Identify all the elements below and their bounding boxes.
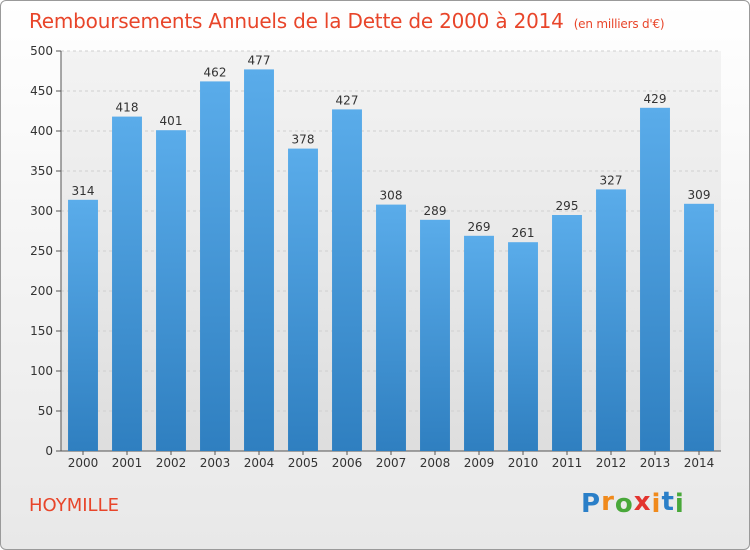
bar [464, 235, 494, 451]
bar [508, 242, 538, 451]
bar [244, 69, 274, 452]
bar-value-label: 401 [160, 114, 183, 128]
x-tick-label: 2012 [596, 456, 627, 470]
x-tick-label: 2013 [640, 456, 671, 470]
y-tick-label: 50 [38, 404, 53, 418]
y-tick-label: 300 [30, 204, 53, 218]
y-tick-label: 200 [30, 284, 53, 298]
bar-value-label: 327 [600, 173, 623, 187]
bar-value-label: 429 [644, 92, 667, 106]
bar-value-label: 477 [248, 53, 271, 67]
y-tick-label: 450 [30, 84, 53, 98]
bar [552, 215, 582, 451]
logo-letter: o [614, 489, 634, 519]
bar [112, 116, 142, 451]
x-tick-label: 2002 [156, 456, 187, 470]
x-tick-label: 2007 [376, 456, 407, 470]
x-tick-label: 2000 [68, 456, 99, 470]
commune-name: HOYMILLE [29, 495, 119, 516]
bar-value-label: 314 [72, 184, 95, 198]
y-tick-label: 0 [45, 444, 53, 458]
plot-area: 0 50 100 150 200 250 300 350 400 450 500 314 2000 418… [30, 44, 721, 470]
bar-value-label: 418 [116, 101, 139, 115]
bar-value-label: 261 [512, 226, 535, 240]
logo-letter: P [581, 489, 602, 519]
y-tick-label: 500 [30, 44, 53, 58]
bar [376, 204, 406, 451]
x-tick-label: 2008 [420, 456, 451, 470]
x-tick-label: 2004 [244, 456, 275, 470]
bar-value-label: 427 [336, 93, 359, 107]
logo-letter: r [601, 487, 615, 517]
bar-value-label: 269 [468, 220, 491, 234]
logo-letter: x [633, 487, 652, 517]
bar [332, 109, 362, 452]
bar-value-label: 295 [556, 199, 579, 213]
x-tick-label: 2001 [112, 456, 143, 470]
x-tick-label: 2014 [684, 456, 715, 470]
bar [684, 203, 714, 451]
x-tick-label: 2009 [464, 456, 495, 470]
bar-value-label: 309 [688, 188, 711, 202]
x-tick-label: 2011 [552, 456, 583, 470]
y-tick-label: 150 [30, 324, 53, 338]
bar [68, 199, 98, 451]
proxiti-logo: Proxiti [581, 487, 685, 519]
x-tick-label: 2003 [200, 456, 231, 470]
bar-value-label: 289 [424, 204, 447, 218]
logo-letter: i [651, 489, 662, 519]
y-tick-label: 250 [30, 244, 53, 258]
bar [420, 219, 450, 451]
bar [640, 107, 670, 452]
bar-value-label: 378 [292, 133, 315, 147]
x-tick-label: 2006 [332, 456, 363, 470]
chart-title-text: Remboursements Annuels de la Dette de 20… [29, 9, 564, 33]
bar-value-label: 308 [380, 189, 403, 203]
y-tick-label: 400 [30, 124, 53, 138]
bar [200, 81, 230, 452]
chart-title: Remboursements Annuels de la Dette de 20… [29, 9, 665, 33]
logo-letter: i [674, 489, 685, 519]
bar [156, 130, 186, 451]
bar [596, 189, 626, 451]
bar [288, 148, 318, 451]
y-tick-label: 100 [30, 364, 53, 378]
chart-unit: (en milliers d'€) [573, 17, 665, 31]
bar-value-label: 462 [204, 65, 227, 79]
x-tick-label: 2005 [288, 456, 319, 470]
x-tick-label: 2010 [508, 456, 539, 470]
y-tick-label: 350 [30, 164, 53, 178]
logo-letter: t [661, 487, 675, 517]
